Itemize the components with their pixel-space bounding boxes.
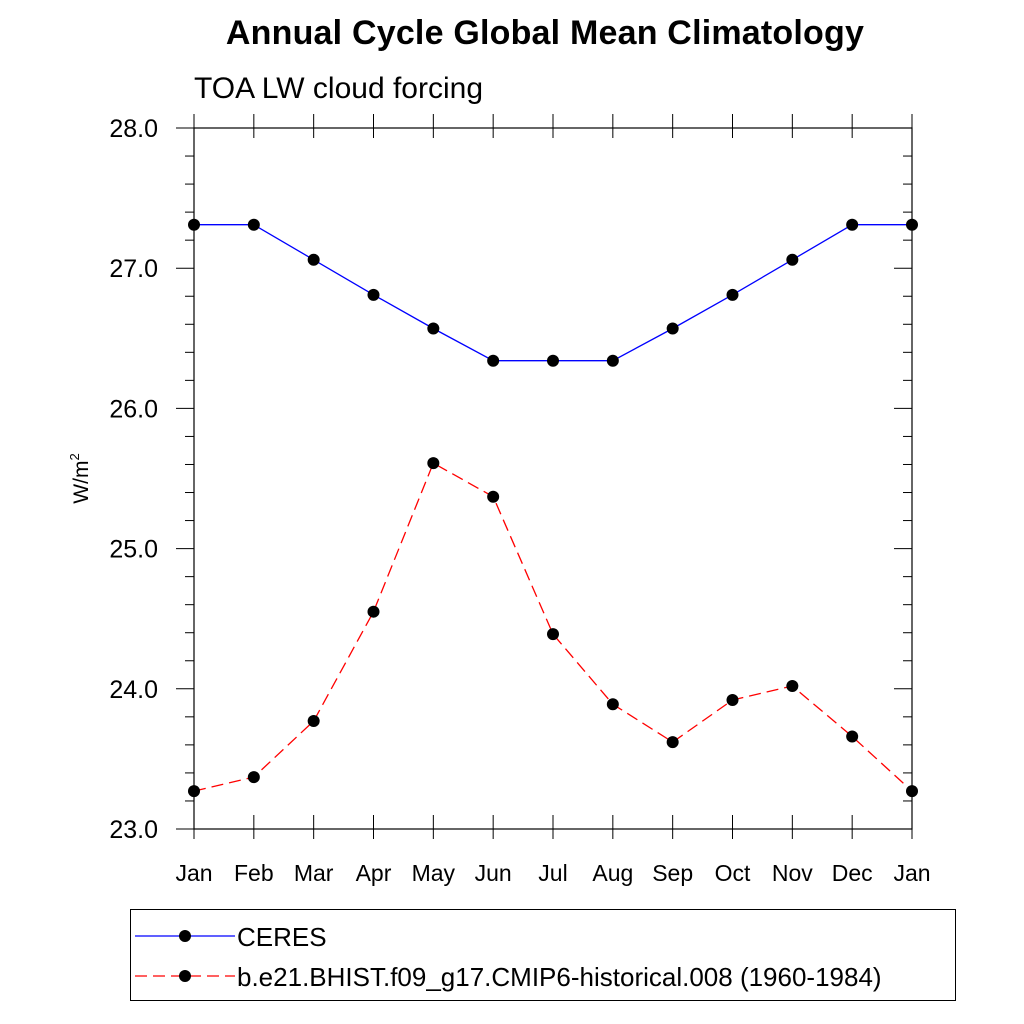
series-line-0: [194, 224, 912, 362]
series-0-point: [846, 218, 859, 231]
x-tick-label: Feb: [234, 860, 274, 886]
x-tick-label: Apr: [356, 860, 392, 886]
series-1-point: [307, 715, 320, 728]
series-1-point: [247, 771, 260, 784]
series-0-point: [666, 322, 679, 335]
y-tick-label: 27.0: [109, 255, 158, 283]
series-1-point: [846, 730, 859, 743]
chart-subtitle: TOA LW cloud forcing: [194, 72, 484, 105]
chart-legend: CERES b.e21.BHIST.f09_g17.CMIP6-historic…: [130, 909, 956, 1001]
x-tick-label: Dec: [832, 860, 873, 886]
legend-item-ceres: CERES: [131, 916, 955, 956]
series-1-point: [487, 490, 500, 503]
x-tick-label: Jul: [538, 860, 567, 886]
x-tick-label: May: [412, 860, 456, 886]
series-0-point: [606, 354, 619, 367]
series-1-point: [666, 736, 679, 749]
y-tick-label: 24.0: [109, 676, 158, 704]
x-tick-label: Jan: [175, 860, 212, 886]
y-tick-label: 25.0: [109, 536, 158, 564]
series-0-point: [487, 354, 500, 367]
y-axis-label: W/m2: [67, 453, 93, 503]
series-0-point: [786, 253, 799, 266]
x-tick-label: Jan: [893, 860, 930, 886]
x-tick-label: Mar: [294, 860, 334, 886]
series-1-point: [726, 694, 739, 707]
x-tick-label: Jun: [475, 860, 512, 886]
x-tick-label: Aug: [592, 860, 633, 886]
chart-title: Annual Cycle Global Mean Climatology: [225, 14, 865, 52]
y-tick-label: 23.0: [109, 816, 158, 844]
y-tick-label: 28.0: [109, 115, 158, 143]
y-tick-label: 26.0: [109, 395, 158, 423]
x-tick-label: Nov: [772, 860, 813, 886]
series-1-point: [786, 679, 799, 692]
legend-label-model: b.e21.BHIST.f09_g17.CMIP6-historical.008…: [237, 962, 882, 992]
plot-frame: [193, 127, 913, 830]
series-1-point: [188, 785, 200, 798]
series-0-point: [247, 218, 260, 231]
series-0-point: [906, 218, 918, 231]
legend-item-model: b.e21.BHIST.f09_g17.CMIP6-historical.008…: [131, 956, 955, 996]
series-0-point: [726, 288, 739, 301]
series-0-point: [367, 288, 380, 301]
series-0-point: [547, 354, 559, 367]
series-line-1: [193, 462, 913, 792]
series-1-point: [606, 698, 619, 711]
series-0-point: [188, 218, 200, 231]
series-1-point: [367, 605, 380, 618]
chart-plot: 28.0 27.0 26.0 25.0 24.0 23.0 Jan Feb Mar Apr May J…: [67, 114, 931, 886]
legend-swatch-ceres: [135, 930, 235, 942]
x-tick-label: Oct: [715, 860, 751, 886]
series-0-point: [307, 253, 320, 266]
legend-swatch-model: [135, 970, 235, 982]
series-0-point: [427, 322, 440, 335]
series-1-point: [906, 785, 918, 798]
x-tick-label: Sep: [652, 860, 693, 886]
legend-label-ceres: CERES: [237, 922, 327, 952]
series-1-point: [547, 628, 559, 641]
series-1-point: [427, 457, 440, 470]
